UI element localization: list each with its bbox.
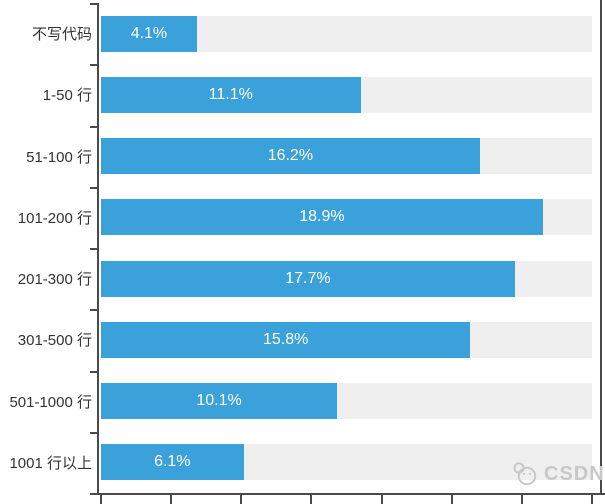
- category-label: 1001 行以上: [9, 454, 92, 472]
- y-axis-tick: [90, 3, 98, 5]
- bar: 15.8%: [101, 321, 471, 358]
- bar-track: 4.1%: [101, 15, 592, 52]
- x-axis-tick: [520, 495, 523, 504]
- bar-track: 18.9%: [101, 199, 592, 236]
- bar-track: 6.1%: [101, 444, 592, 481]
- bar: 16.2%: [101, 138, 480, 175]
- bar: 18.9%: [101, 199, 543, 236]
- bar-value-label: 6.1%: [154, 453, 191, 471]
- category-label: 501-1000 行: [9, 393, 92, 411]
- category-label: 201-300 行: [17, 271, 92, 289]
- y-axis-tick: [90, 64, 98, 67]
- bar-track: 17.7%: [101, 260, 592, 297]
- category-label: 301-500 行: [17, 332, 92, 350]
- y-axis-tick: [90, 493, 98, 495]
- bar-value-label: 11.1%: [208, 85, 253, 103]
- x-axis-tick: [380, 495, 383, 504]
- bar-value-label: 15.8%: [263, 330, 309, 348]
- y-axis-tick: [90, 248, 98, 250]
- bar: 11.1%: [101, 76, 361, 113]
- csdn-watermark: CSDN: [512, 461, 605, 487]
- csdn-watermark-text: CSDN: [544, 462, 605, 485]
- bar-value-label: 17.7%: [285, 269, 331, 287]
- x-axis-tick: [450, 495, 453, 504]
- bar-value-label: 18.9%: [299, 208, 345, 226]
- csdn-logo-icon: [513, 462, 537, 486]
- category-label: 51-100 行: [26, 148, 92, 166]
- x-axis-line: [97, 493, 605, 495]
- bar: 17.7%: [101, 260, 515, 297]
- x-axis-tick: [591, 495, 593, 504]
- y-axis-line: [97, 3, 99, 495]
- y-axis-tick: [90, 431, 98, 434]
- bar-track: 15.8%: [101, 321, 592, 358]
- x-axis-tick: [100, 495, 102, 504]
- y-axis-tick: [90, 125, 98, 128]
- bar-track: 11.1%: [101, 76, 592, 113]
- bar: 6.1%: [101, 444, 244, 481]
- x-axis-tick: [240, 495, 243, 504]
- category-label: 不写代码: [31, 26, 92, 44]
- x-axis-tick: [170, 495, 173, 504]
- bar-value-label: 16.2%: [267, 147, 314, 165]
- category-label: 101-200 行: [17, 209, 92, 227]
- bar-track: 16.2%: [101, 138, 592, 175]
- x-axis-tick: [310, 495, 313, 504]
- y-axis-tick: [90, 186, 98, 189]
- category-label: 1-50 行: [42, 87, 92, 105]
- right-border-line: [600, 0, 602, 495]
- bar-value-label: 4.1%: [130, 24, 168, 42]
- bar: 10.1%: [101, 383, 338, 420]
- y-axis-tick: [90, 370, 98, 373]
- bar: 4.1%: [101, 15, 197, 52]
- bar-track: 10.1%: [101, 383, 592, 420]
- bar-value-label: 10.1%: [196, 392, 242, 410]
- y-axis-tick: [90, 309, 98, 312]
